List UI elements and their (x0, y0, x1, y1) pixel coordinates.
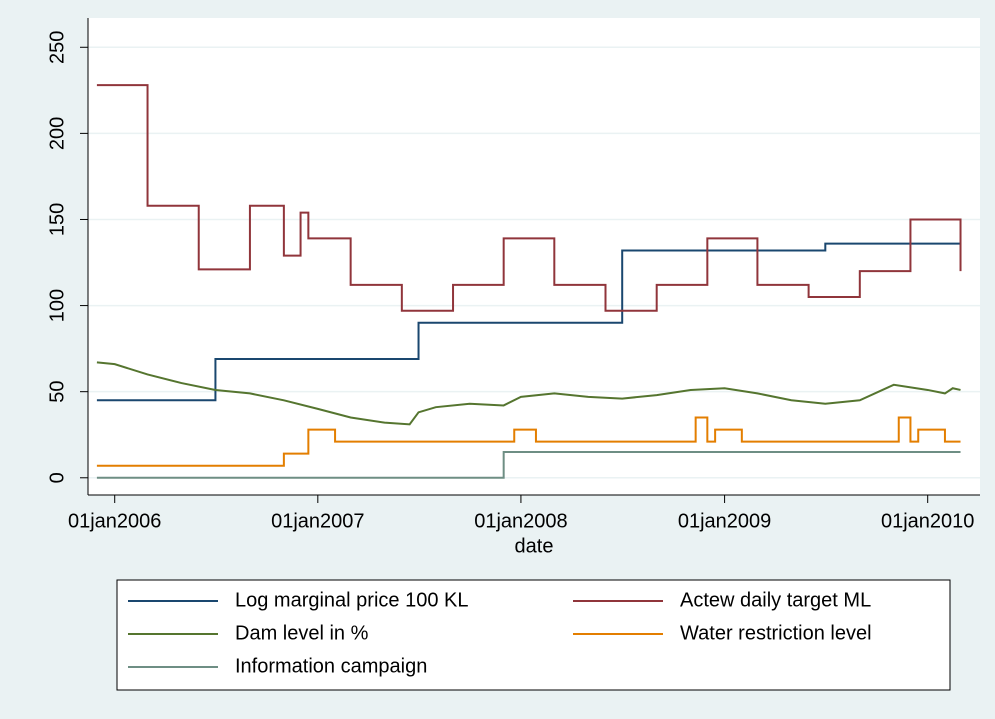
x-tick-label: 01jan2008 (474, 510, 567, 532)
legend-label: Information campaign (235, 655, 427, 677)
x-tick-label: 01jan2006 (68, 510, 161, 532)
y-tick-label: 100 (46, 289, 68, 322)
x-tick-label: 01jan2007 (271, 510, 364, 532)
x-tick-label: 01jan2009 (678, 510, 771, 532)
series-line (96, 450, 961, 479)
y-tick-label: 200 (46, 117, 68, 150)
x-axis-label: date (515, 535, 554, 557)
legend-label: Actew daily target ML (680, 589, 871, 611)
y-tick-label: 50 (46, 381, 68, 403)
x-tick-label: 01jan2010 (881, 510, 974, 532)
series-line (96, 84, 962, 312)
series-line (96, 416, 961, 467)
legend-box (116, 579, 951, 691)
legend-label: Dam level in % (235, 622, 369, 644)
series-line (96, 361, 961, 426)
series-line (96, 242, 961, 402)
legend-label: Water restriction level (680, 622, 872, 644)
y-tick-label: 250 (46, 31, 68, 64)
legend-label: Log marginal price 100 KL (235, 589, 468, 611)
y-tick-label: 150 (46, 203, 68, 236)
y-tick-label: 0 (46, 472, 68, 483)
plot-area (88, 18, 980, 495)
